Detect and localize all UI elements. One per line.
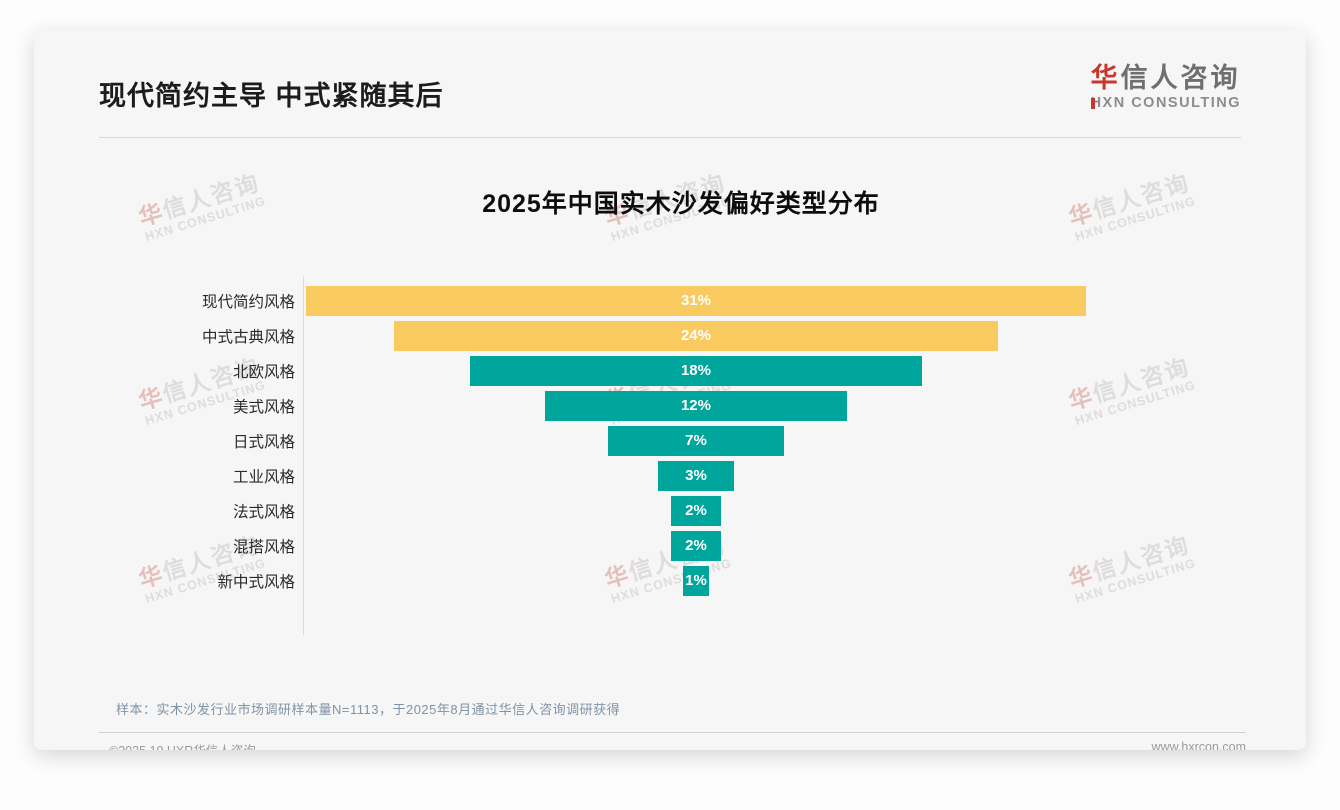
- bar-value-label: 3%: [685, 467, 707, 484]
- header-divider: [99, 137, 1241, 138]
- bar-area: 2%: [303, 528, 1306, 563]
- chart-row: 混搭风格 2%: [34, 528, 1306, 563]
- category-label: 新中式风格: [217, 573, 295, 591]
- footer: ©2025.10 HXR华信人咨询 www.hxrcon.com: [109, 740, 1246, 750]
- bar: 31%: [306, 285, 1086, 316]
- bar-value-label: 1%: [685, 572, 707, 589]
- sample-note: 样本：实木沙发行业市场调研样本量N=1113，于2025年8月通过华信人咨询调研…: [116, 702, 621, 717]
- brand-logo: 华信人咨询 HXN CONSULTING: [1090, 63, 1241, 111]
- bar: 1%: [683, 565, 709, 596]
- category-label: 现代简约风格: [201, 293, 295, 311]
- bar-value-label: 2%: [685, 537, 707, 554]
- bar-area: 1%: [303, 563, 1306, 598]
- y-axis-line: [303, 276, 304, 635]
- bar-value-label: 18%: [680, 362, 711, 379]
- bar-area: 2%: [303, 493, 1306, 528]
- category-label: 法式风格: [232, 503, 295, 521]
- bar-area: 3%: [303, 458, 1306, 493]
- header: 现代简约主导 中式紧随其后 华信人咨询 HXN CONSULTING: [34, 30, 1306, 118]
- chart-row: 现代简约风格 31%: [34, 283, 1306, 318]
- bar: 24%: [394, 320, 998, 351]
- category-label: 美式风格: [232, 398, 295, 416]
- chart-row: 美式风格 12%: [34, 388, 1306, 423]
- bar-area: 24%: [303, 318, 1306, 353]
- category-label: 日式风格: [232, 433, 295, 451]
- logo-red-mark: [1090, 97, 1095, 109]
- bar-value-label: 12%: [680, 397, 711, 414]
- chart-row: 工业风格 3%: [34, 458, 1306, 493]
- bar-area: 18%: [303, 353, 1306, 388]
- page-title: 现代简约主导 中式紧随其后: [99, 81, 444, 111]
- brand-logo-en: HXN CONSULTING: [1090, 94, 1241, 111]
- bar: 12%: [545, 390, 847, 421]
- chart-row: 新中式风格 1%: [34, 563, 1306, 598]
- chart-row: 北欧风格 18%: [34, 353, 1306, 388]
- chart-rows: 现代简约风格 31% 中式古典风格 24% 北欧风格 18% 美式风格 12% 日式风格 7% 工业…: [34, 283, 1306, 598]
- website-url: www.hxrcon.com: [1151, 740, 1246, 750]
- bar-area: 7%: [303, 423, 1306, 458]
- bar-value-label: 2%: [685, 502, 707, 519]
- bar-value-label: 31%: [680, 292, 711, 309]
- bar: 7%: [607, 425, 785, 456]
- chart-row: 日式风格 7%: [34, 423, 1306, 458]
- bar: 18%: [469, 355, 923, 386]
- bar: 3%: [658, 460, 734, 491]
- brand-logo-cn: 华信人咨询: [1090, 63, 1241, 93]
- category-label: 中式古典风格: [201, 328, 295, 346]
- bar: 2%: [670, 530, 722, 561]
- bar-area: 31%: [303, 283, 1306, 318]
- category-label: 混搭风格: [232, 538, 295, 556]
- category-label: 工业风格: [232, 468, 295, 486]
- chart-row: 法式风格 2%: [34, 493, 1306, 528]
- copyright-text: ©2025.10 HXR华信人咨询: [109, 740, 256, 750]
- report-card: 华信人咨询 HXN CONSULTING 华信人咨询 HXN CONSULTING 华信…: [34, 30, 1306, 750]
- category-label: 北欧风格: [232, 363, 295, 381]
- chart-title: 2025年中国实木沙发偏好类型分布: [482, 190, 880, 218]
- bar-value-label: 7%: [685, 432, 707, 449]
- bar-chart: 现代简约风格 31% 中式古典风格 24% 北欧风格 18% 美式风格 12% 日式风格 7% 工业…: [34, 276, 1306, 635]
- chart-row: 中式古典风格 24%: [34, 318, 1306, 353]
- bar-area: 12%: [303, 388, 1306, 423]
- bar-value-label: 24%: [680, 327, 711, 344]
- bar: 2%: [670, 495, 722, 526]
- footer-divider: [99, 732, 1246, 733]
